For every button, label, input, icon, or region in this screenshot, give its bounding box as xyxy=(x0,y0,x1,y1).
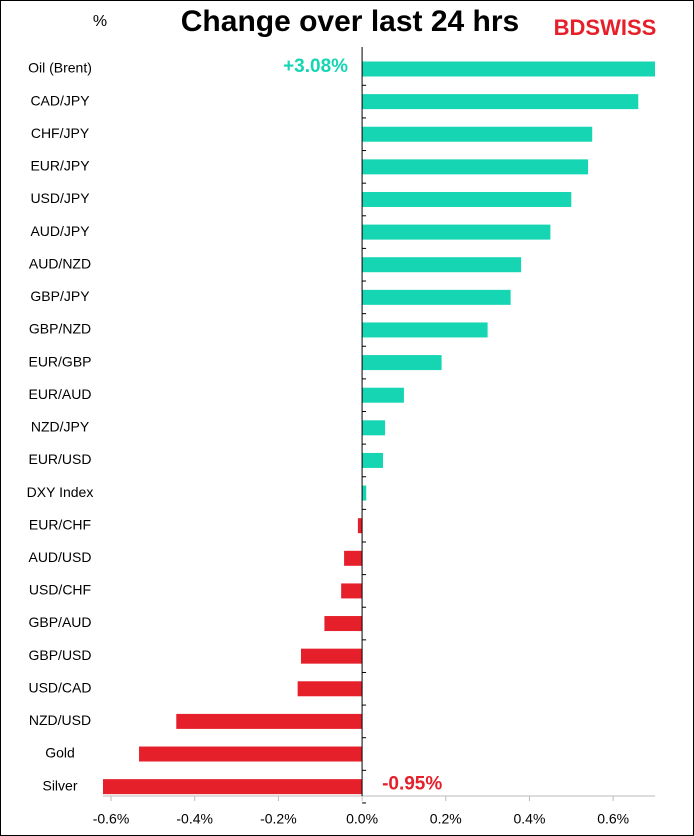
y-tick-label: NZD/JPY xyxy=(31,419,90,435)
bar xyxy=(357,518,363,534)
y-tick-label: EUR/USD xyxy=(28,451,91,467)
bar xyxy=(362,224,551,240)
bar xyxy=(362,387,404,403)
y-tick-label: CHF/JPY xyxy=(31,125,90,141)
y-tick-label: EUR/CHF xyxy=(29,516,91,532)
bar xyxy=(362,191,572,207)
x-tick-label: 0.2% xyxy=(430,811,462,827)
bar xyxy=(362,126,593,142)
y-tick-label: USD/JPY xyxy=(30,190,90,206)
bar xyxy=(341,583,363,599)
y-tick-label: EUR/JPY xyxy=(30,158,90,174)
x-tick-label: 0.6% xyxy=(597,811,629,827)
y-tick-label: Oil (Brent) xyxy=(28,60,92,76)
y-tick-label: EUR/AUD xyxy=(28,386,91,402)
unit-label: % xyxy=(93,13,107,30)
brand-logo: BDSWISS xyxy=(554,15,657,40)
bar xyxy=(362,94,639,110)
value-label: -0.95% xyxy=(382,774,442,795)
y-tick-label: AUD/NZD xyxy=(29,255,91,271)
bar xyxy=(362,452,383,468)
bar xyxy=(362,289,511,305)
x-tick-label: -0.4% xyxy=(176,811,213,827)
bar xyxy=(362,485,367,501)
x-tick-label: 0.0% xyxy=(346,811,378,827)
bar xyxy=(297,681,363,697)
y-tick-label: AUD/JPY xyxy=(30,223,90,239)
bar xyxy=(362,257,522,273)
value-label: +3.08% xyxy=(283,56,348,77)
y-tick-label: GBP/NZD xyxy=(29,321,91,337)
y-tick-label: DXY Index xyxy=(27,484,94,500)
x-tick-label: -0.2% xyxy=(260,811,297,827)
x-tick-label: 0.4% xyxy=(514,811,546,827)
bar xyxy=(362,159,589,175)
y-tick-label: GBP/JPY xyxy=(30,288,90,304)
y-tick-label: USD/CAD xyxy=(28,679,91,695)
y-tick-label: GBP/USD xyxy=(28,647,91,663)
bar xyxy=(362,61,655,77)
y-tick-label: Gold xyxy=(45,745,75,761)
bar xyxy=(103,779,363,795)
chart-title: Change over last 24 hrs xyxy=(181,5,519,38)
y-tick-label: EUR/GBP xyxy=(28,353,91,369)
bar xyxy=(324,616,363,632)
y-tick-label: GBP/AUD xyxy=(28,614,91,630)
y-tick-label: Silver xyxy=(42,777,77,793)
bar xyxy=(362,322,488,338)
bar xyxy=(176,713,363,729)
y-tick-label: NZD/USD xyxy=(29,712,91,728)
bar xyxy=(139,746,363,762)
x-tick-label: -0.6% xyxy=(93,811,130,827)
bar xyxy=(300,648,363,664)
bar xyxy=(362,355,442,371)
bar xyxy=(362,420,386,436)
y-tick-label: USD/CHF xyxy=(29,582,91,598)
plot-area xyxy=(103,61,655,795)
bar xyxy=(344,550,363,566)
y-tick-label: CAD/JPY xyxy=(30,92,90,108)
y-tick-label: AUD/USD xyxy=(28,549,91,565)
